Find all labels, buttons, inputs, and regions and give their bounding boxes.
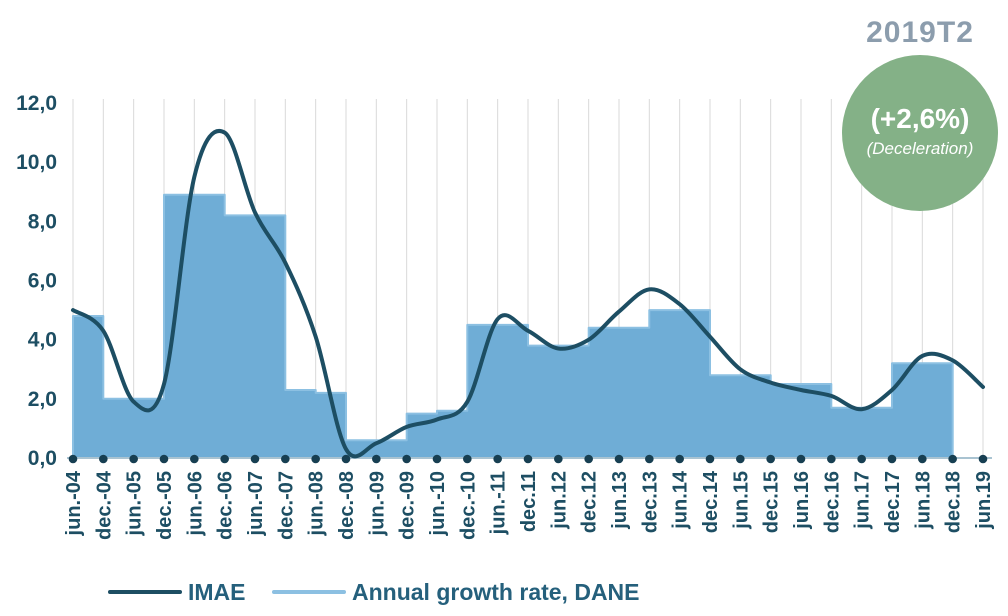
x-tick-label: jun.-05 <box>124 471 146 536</box>
x-tick-label: jun.-06 <box>184 471 206 536</box>
legend-item-dane: Annual growth rate, DANE <box>272 579 640 605</box>
x-tick-label: jun.-08 <box>306 471 328 536</box>
x-tick-label: dec.18 <box>943 471 965 533</box>
axis-tick-dot <box>190 454 199 464</box>
imae-line-layer <box>71 128 985 459</box>
x-tick-label: jun.14 <box>670 470 692 530</box>
x-tick-label: jun.-07 <box>245 471 267 536</box>
x-tick-label: dec.-10 <box>457 471 479 540</box>
badge-status: (Deceleration) <box>867 139 974 158</box>
y-tick-label: 0,0 <box>28 447 57 470</box>
x-tick-label: jun.-09 <box>366 471 388 536</box>
imae-line <box>71 128 985 459</box>
axis-tick-dot <box>766 454 775 464</box>
axis-tick-dot <box>918 454 927 464</box>
y-tick-label: 2,0 <box>28 388 57 411</box>
axis-tick-dot <box>341 454 351 464</box>
axis-tick-dot <box>614 454 624 464</box>
axis-tick-dot <box>736 454 745 464</box>
axis-tick-dot <box>978 454 988 464</box>
x-tick-label: jun.19 <box>973 471 995 530</box>
x-tick-label: jun.-10 <box>427 471 449 536</box>
axis-tick-dot <box>948 454 957 464</box>
badge-circle-icon <box>842 55 998 211</box>
axis-tick-dot <box>68 454 78 464</box>
x-tick-label: jun.17 <box>852 471 874 530</box>
axis-tick-dot <box>827 454 836 464</box>
x-axis-labels-layer: jun.-04 dec.-04 jun.-05 dec.-05 jun.-06 dec.-… <box>63 470 995 540</box>
axis-tick-dot <box>402 454 411 464</box>
axis-tick-dot <box>99 454 108 464</box>
x-tick-label: dec.12 <box>579 471 601 533</box>
legend: IMAE Annual growth rate, DANE <box>108 579 640 605</box>
badge-value: (+2,6%) <box>871 103 970 134</box>
x-axis-layer <box>67 454 992 464</box>
axis-tick-dot <box>523 454 533 464</box>
axis-tick-dot <box>159 454 169 464</box>
axis-tick-dot <box>250 454 260 464</box>
legend-label-imae: IMAE <box>188 579 246 605</box>
axis-tick-dot <box>796 454 806 464</box>
x-tick-label: dec.-06 <box>215 471 237 540</box>
x-tick-label: dec.11 <box>518 471 540 532</box>
x-tick-label: dec.-04 <box>93 470 115 540</box>
x-tick-label: dec.14 <box>700 470 722 533</box>
y-tick-label: 12,0 <box>16 92 57 115</box>
x-tick-label: dec.17 <box>882 471 904 533</box>
x-tick-label: dec.15 <box>761 471 783 533</box>
x-tick-label: jun.15 <box>730 471 752 530</box>
x-tick-label: jun.-11 <box>488 471 510 535</box>
x-tick-label: jun.18 <box>912 471 934 530</box>
axis-tick-dot <box>311 454 320 464</box>
badge-period-label: 2019T2 <box>866 16 974 49</box>
y-tick-label: 8,0 <box>28 210 57 233</box>
axis-tick-dot <box>675 454 684 464</box>
x-tick-label: dec.13 <box>639 471 661 533</box>
x-tick-label: dec.-07 <box>275 471 297 540</box>
x-tick-label: dec.-08 <box>336 471 358 540</box>
axis-tick-dot <box>129 454 138 464</box>
x-tick-label: jun.16 <box>791 471 813 530</box>
x-tick-label: dec.-05 <box>154 471 176 540</box>
y-axis-labels-layer: 0,0 2,0 4,0 6,0 8,0 10,0 12,0 <box>16 92 57 470</box>
y-tick-label: 4,0 <box>28 329 57 352</box>
x-tick-label: jun.13 <box>609 471 631 530</box>
axis-tick-dot <box>220 454 229 464</box>
x-tick-label: jun.12 <box>548 471 570 530</box>
dane-step-area <box>72 193 954 459</box>
axis-tick-dot <box>372 454 381 464</box>
axis-tick-dot <box>705 454 715 464</box>
axis-tick-dot <box>584 454 593 464</box>
y-tick-label: 6,0 <box>28 270 57 293</box>
x-tick-label: jun.-04 <box>63 470 85 536</box>
x-tick-label: dec.-09 <box>397 471 419 540</box>
axis-tick-dot <box>857 454 866 464</box>
period-badge: 2019T2 (+2,6%) (Deceleration) <box>842 16 998 211</box>
legend-label-dane: Annual growth rate, DANE <box>352 579 640 605</box>
axis-tick-dot <box>463 454 472 464</box>
axis-tick-dot <box>493 454 502 464</box>
x-tick-label: dec.16 <box>821 471 843 533</box>
axis-tick-dot <box>887 454 897 464</box>
axis-tick-dot <box>432 454 442 464</box>
y-tick-label: 10,0 <box>16 151 57 174</box>
axis-tick-dot <box>645 454 654 464</box>
legend-item-imae: IMAE <box>108 579 246 605</box>
axis-tick-dot <box>281 454 290 464</box>
dane-area-layer <box>72 193 954 459</box>
axis-tick-dot <box>554 454 563 464</box>
